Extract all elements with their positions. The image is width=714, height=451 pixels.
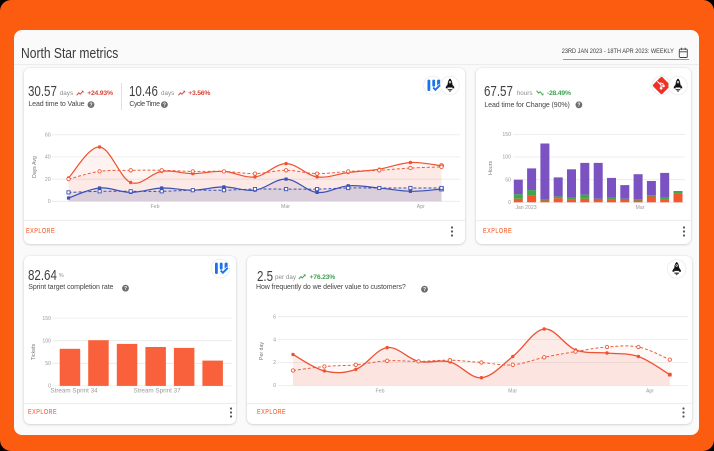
svg-text:Hours: Hours bbox=[488, 161, 494, 175]
svg-text:0: 0 bbox=[48, 199, 51, 205]
svg-text:?: ? bbox=[423, 287, 426, 293]
svg-text:?: ? bbox=[124, 286, 127, 292]
svg-text:150: 150 bbox=[42, 316, 51, 322]
svg-text:Mar: Mar bbox=[281, 204, 290, 210]
svg-text:2: 2 bbox=[273, 360, 276, 366]
svg-text:Days Avg: Days Avg bbox=[32, 156, 38, 178]
svg-text:100: 100 bbox=[502, 155, 511, 161]
svg-text:Stream Sprint 37: Stream Sprint 37 bbox=[133, 388, 181, 395]
svg-text:50: 50 bbox=[505, 177, 511, 183]
svg-text:Per day: Per day bbox=[259, 342, 265, 360]
svg-text:0: 0 bbox=[48, 384, 51, 390]
svg-text:0: 0 bbox=[273, 383, 276, 389]
svg-text:Mar: Mar bbox=[636, 205, 645, 211]
svg-text:4: 4 bbox=[273, 337, 276, 343]
svg-text:50: 50 bbox=[45, 361, 51, 367]
svg-text:Feb: Feb bbox=[376, 389, 385, 395]
svg-text:?: ? bbox=[89, 103, 92, 109]
svg-text:Feb: Feb bbox=[151, 204, 160, 210]
svg-text:Apr: Apr bbox=[417, 204, 425, 210]
svg-text:150: 150 bbox=[502, 132, 511, 138]
svg-text:40: 40 bbox=[45, 155, 51, 161]
svg-text:20: 20 bbox=[45, 177, 51, 183]
svg-text:100: 100 bbox=[42, 338, 51, 344]
svg-text:Tickets: Tickets bbox=[31, 343, 37, 360]
svg-text:Apr: Apr bbox=[646, 389, 654, 395]
svg-text:Mar: Mar bbox=[508, 389, 517, 395]
svg-text:Jan 2023: Jan 2023 bbox=[515, 205, 536, 211]
svg-text:6: 6 bbox=[273, 314, 276, 320]
svg-text:?: ? bbox=[577, 103, 580, 109]
svg-text:Stream Sprint 34: Stream Sprint 34 bbox=[50, 388, 98, 395]
svg-text:?: ? bbox=[163, 103, 166, 109]
svg-text:60: 60 bbox=[45, 133, 51, 139]
svg-text:0: 0 bbox=[508, 200, 511, 206]
